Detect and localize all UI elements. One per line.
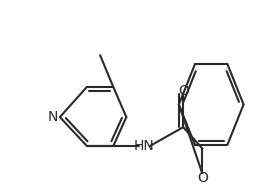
- Text: N: N: [48, 110, 58, 124]
- Text: O: O: [197, 171, 208, 185]
- Text: HN: HN: [134, 139, 154, 153]
- Text: O: O: [178, 84, 189, 98]
